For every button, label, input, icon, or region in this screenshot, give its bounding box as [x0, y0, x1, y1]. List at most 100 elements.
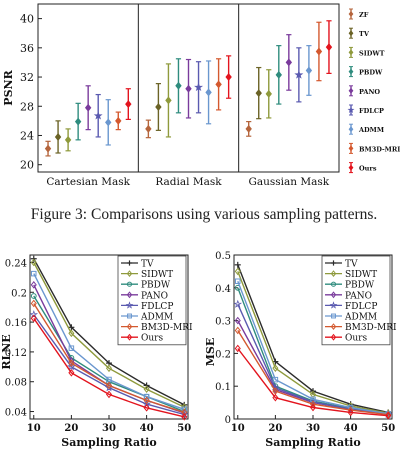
- y-tick-label: 0.1: [215, 382, 231, 393]
- x-tick-label: 50: [381, 423, 395, 434]
- y-tick-label: 0.5: [215, 251, 231, 262]
- legend-marker: [126, 270, 133, 278]
- legend-label: PANO: [345, 291, 372, 301]
- legend-label: SIDWT: [359, 49, 385, 57]
- mean-marker: [285, 58, 293, 67]
- data-point: [235, 278, 241, 284]
- mean-marker: [54, 132, 62, 141]
- legend-label: PANO: [141, 291, 168, 301]
- mse-line-chart: 0 0.1 0.2 0.3 0.4 0.5 10 20 30 40 50 Sampling Ratio…: [204, 251, 397, 449]
- legend-marker: [330, 270, 337, 278]
- x-tick-label: 40: [344, 423, 358, 434]
- group-label: Cartesian Mask: [46, 176, 130, 188]
- mean-marker: [294, 70, 304, 79]
- data-point: [233, 299, 243, 308]
- mean-marker: [315, 47, 323, 56]
- y-tick-label: 0.3: [215, 317, 231, 328]
- data-point: [272, 364, 279, 372]
- data-point: [67, 362, 76, 371]
- data-point: [105, 364, 113, 373]
- legend-label: Ours: [141, 334, 163, 344]
- mean-marker: [275, 70, 283, 79]
- data-point: [181, 412, 188, 421]
- x-axis-label: Sampling Ratio: [265, 436, 360, 449]
- legend-label: FDLCP: [345, 302, 377, 312]
- y-tick-label: 0.16: [5, 318, 27, 329]
- y-tick-label: 0.24: [5, 258, 27, 269]
- y-tick-label: 36: [20, 42, 34, 55]
- data-point: [234, 316, 241, 325]
- y-tick-label: 0.04: [5, 408, 27, 419]
- data-point: [385, 410, 392, 419]
- legend-marker: [127, 313, 132, 319]
- mean-marker: [125, 100, 132, 109]
- mean-marker: [225, 73, 232, 82]
- y-tick-label: 20: [20, 159, 34, 172]
- legend-marker: [348, 126, 354, 133]
- legend-marker: [348, 10, 354, 18]
- group-label: Gaussian Mask: [248, 176, 329, 188]
- data-point: [181, 408, 188, 417]
- x-axis-label: Sampling Ratio: [61, 436, 156, 449]
- legend-marker: [348, 49, 354, 56]
- mean-marker: [105, 118, 112, 127]
- data-point: [309, 403, 317, 412]
- legend-label: BM3D-MRI: [359, 145, 400, 153]
- psnr-errorbar-chart: 20 24 28 32 36 40 PSNR Cartesian Mask Radial Mas…: [2, 3, 400, 188]
- legend-label: PANO: [359, 88, 380, 96]
- group-label: Radial Mask: [155, 176, 222, 188]
- mean-marker: [185, 84, 192, 93]
- mean-marker: [205, 88, 212, 97]
- legend-marker: [329, 301, 338, 309]
- data-point: [30, 281, 37, 289]
- y-tick-label: 24: [20, 129, 34, 142]
- legend-marker: [330, 291, 337, 299]
- legend-marker: [126, 281, 133, 287]
- data-point: [347, 408, 354, 417]
- data-point: [68, 359, 75, 367]
- legend-label: ZF: [359, 11, 369, 19]
- y-tick-label: 28: [20, 100, 34, 113]
- x-tick-label: 20: [268, 423, 282, 434]
- legend-marker: [330, 260, 337, 266]
- legend-marker: [348, 30, 354, 37]
- series-line: [237, 348, 389, 417]
- series-line: [33, 273, 185, 410]
- x-tick-label: 20: [64, 423, 78, 434]
- data-point: [385, 411, 392, 420]
- mean-marker: [165, 96, 172, 105]
- legend-marker: [348, 68, 354, 75]
- mean-marker: [325, 43, 333, 52]
- x-tick-label: 50: [177, 423, 191, 434]
- x-tick-label: 10: [27, 423, 41, 434]
- legend-marker: [125, 301, 134, 309]
- mean-marker: [194, 82, 204, 92]
- y-tick-label: 0.2: [215, 349, 231, 360]
- series-line: [33, 318, 185, 418]
- data-point: [105, 390, 113, 399]
- y-axis-label: MSE: [204, 338, 217, 367]
- y-tick-label: 40: [20, 13, 34, 26]
- data-point: [30, 293, 37, 299]
- mean-marker: [305, 66, 313, 75]
- legend-label: TV: [345, 260, 358, 270]
- mean-marker: [245, 124, 252, 133]
- legend-label: PBDW: [141, 281, 171, 291]
- legend-label: ADMM: [140, 313, 173, 323]
- figure-caption: Figure 3: Comparisons using various samp…: [30, 206, 378, 223]
- x-tick-label: 30: [306, 423, 320, 434]
- y-tick-label: 32: [20, 71, 34, 84]
- mean-marker: [44, 144, 52, 153]
- data-point: [68, 324, 75, 331]
- legend-label: TV: [141, 260, 154, 270]
- legend-label: BM3D-MRI: [345, 323, 397, 333]
- legend-label: SIDWT: [141, 270, 173, 280]
- legend-marker: [330, 333, 337, 341]
- legend-marker: [347, 106, 355, 113]
- data-point: [68, 345, 75, 351]
- legend-marker: [126, 260, 133, 266]
- legend-marker: [331, 313, 336, 319]
- data-point: [272, 393, 279, 402]
- legend-label: FDLCP: [141, 302, 173, 312]
- mean-marker: [74, 117, 82, 126]
